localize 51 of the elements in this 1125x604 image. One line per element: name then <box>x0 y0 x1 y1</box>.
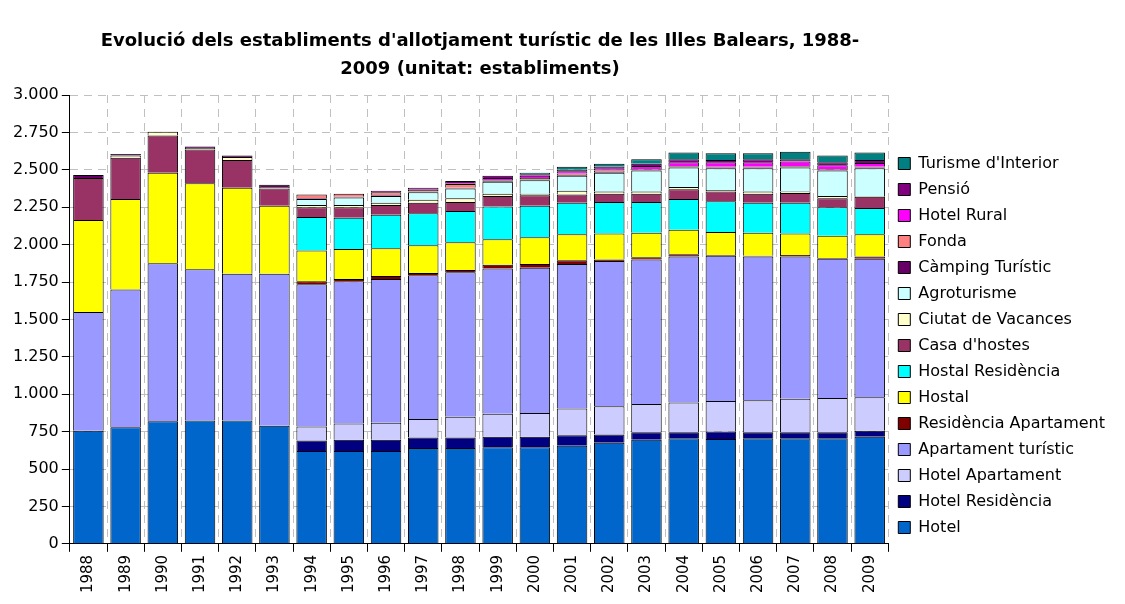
legend-label: Hotel Apartament <box>918 464 1062 484</box>
legend-label: Apartament turístic <box>918 438 1075 458</box>
y-tick-label: 2.000 <box>12 233 59 253</box>
chart-title: Evolució dels establiments d'allotjament turístic de les Illes Balears, 1988-2009 (unitat: establiments) <box>99 28 861 80</box>
y-tick-label: 250 <box>28 495 59 515</box>
x-tick-label: 2008 <box>822 554 841 594</box>
legend-label: Pensió <box>918 178 970 198</box>
x-tick-label: 1997 <box>413 554 432 594</box>
x-tick-label: 2005 <box>710 554 729 594</box>
x-tick-label: 2007 <box>785 554 804 594</box>
y-tick-label: 2.250 <box>12 196 59 216</box>
x-tick-label: 1989 <box>115 554 134 594</box>
y-tick-label: 0 <box>48 532 59 552</box>
legend-label: Turisme d'Interior <box>917 152 1059 172</box>
x-tick-label: 1988 <box>78 554 97 594</box>
legend-label: Hostal Residència <box>918 360 1061 380</box>
y-tick-label: 500 <box>28 458 59 478</box>
legend-label: Hotel Residència <box>918 490 1052 510</box>
y-tick-label: 3.000 <box>12 84 59 104</box>
y-tick-label: 750 <box>28 420 59 440</box>
x-tick-label: 1996 <box>375 554 394 594</box>
x-tick-label: 1993 <box>264 554 283 594</box>
x-tick-label: 1990 <box>152 554 171 594</box>
x-tick-label: 1991 <box>189 554 208 594</box>
x-tick-label: 2004 <box>673 554 692 594</box>
legend-label: Càmping Turístic <box>918 256 1052 276</box>
legend-label: Hostal <box>918 386 969 406</box>
x-tick-label: 1994 <box>301 554 320 594</box>
x-tick-label: 1995 <box>338 554 357 594</box>
x-tick-label: 1998 <box>450 554 469 594</box>
legend-label: Agroturisme <box>918 282 1017 302</box>
y-tick-label: 1.000 <box>12 383 59 403</box>
legend-label: Hotel <box>918 516 961 536</box>
x-tick-label: 2003 <box>636 554 655 594</box>
y-tick-label: 2.750 <box>12 121 59 141</box>
legend-label: Residència Apartament <box>918 412 1105 432</box>
y-tick-label: 2.500 <box>12 158 59 178</box>
y-tick-label: 1.750 <box>12 271 59 291</box>
x-tick-label: 2009 <box>859 554 878 594</box>
x-tick-label: 2000 <box>524 554 543 594</box>
x-tick-label: 1992 <box>227 554 246 594</box>
legend-label: Casa d'hostes <box>918 334 1030 354</box>
x-tick-label: 2006 <box>747 554 766 594</box>
x-tick-label: 1999 <box>487 554 506 594</box>
legend-label: Hotel Rural <box>918 204 1008 224</box>
y-tick-label: 1.250 <box>12 345 59 365</box>
legend-label: Ciutat de Vacances <box>918 308 1072 328</box>
legend-label: Fonda <box>918 230 967 250</box>
x-tick-label: 2001 <box>561 554 580 594</box>
x-tick-label: 2002 <box>599 554 618 594</box>
y-tick-label: 1.500 <box>12 308 59 328</box>
